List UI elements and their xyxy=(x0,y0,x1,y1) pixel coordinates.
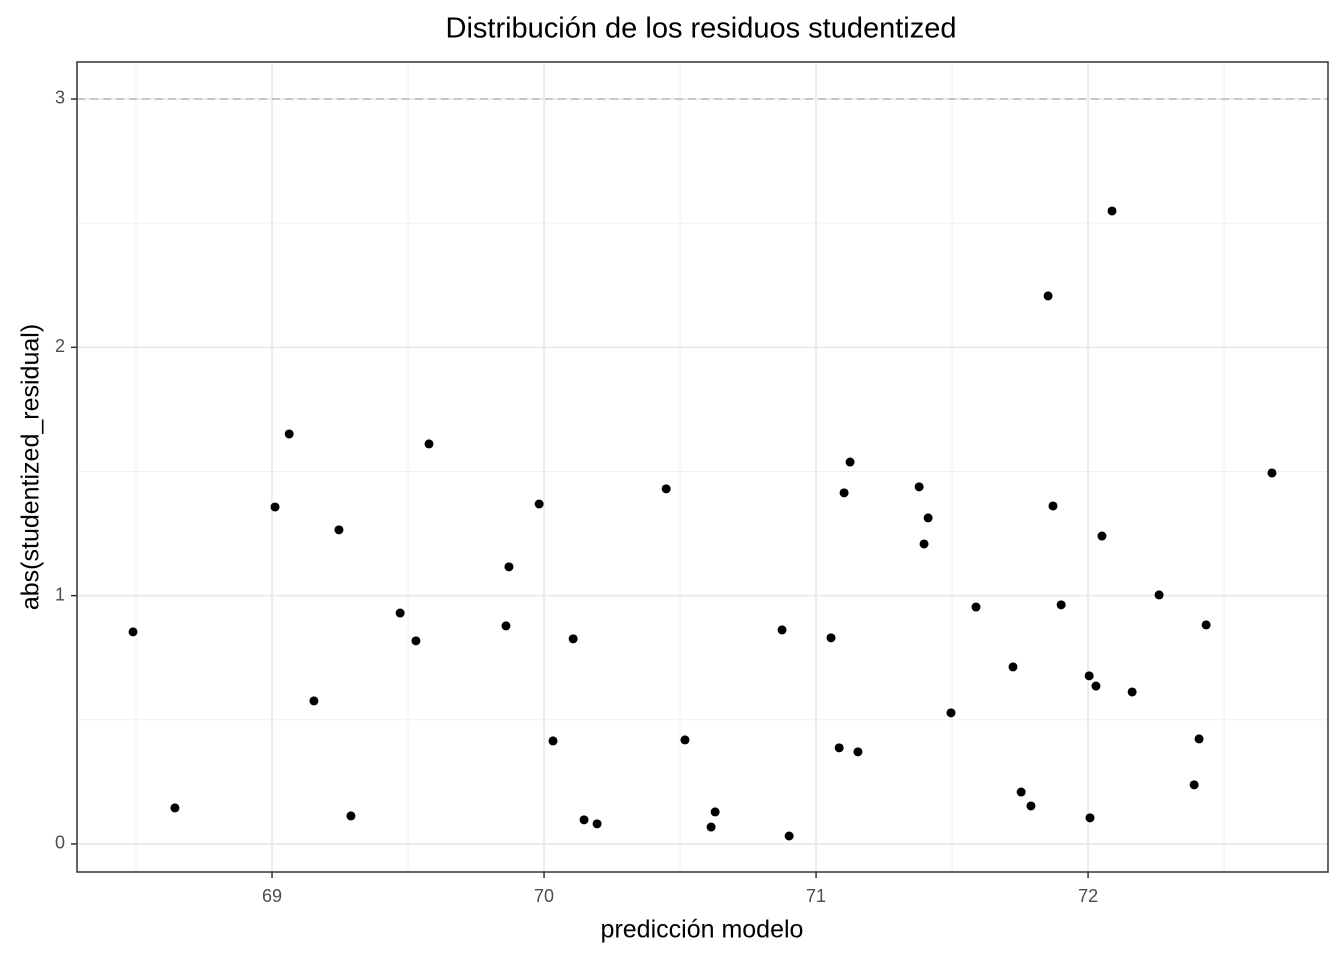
point xyxy=(1194,734,1204,744)
point xyxy=(270,502,280,512)
point xyxy=(284,429,294,439)
x-tick-label: 71 xyxy=(806,886,826,906)
point xyxy=(346,811,356,821)
point xyxy=(1084,671,1094,681)
y-tick-label: 3 xyxy=(55,88,65,108)
point xyxy=(504,562,514,572)
point xyxy=(946,708,956,718)
point xyxy=(1107,206,1117,216)
point xyxy=(1008,662,1018,672)
point xyxy=(839,488,849,498)
point xyxy=(411,636,421,646)
point xyxy=(1097,531,1107,541)
point xyxy=(395,608,405,618)
x-tick-label: 69 xyxy=(262,886,282,906)
point xyxy=(923,513,933,523)
point xyxy=(170,803,180,813)
point xyxy=(592,819,602,829)
point xyxy=(1026,801,1036,811)
point xyxy=(424,439,434,449)
point xyxy=(1043,291,1053,301)
point xyxy=(680,735,690,745)
x-axis-label: predicción modelo xyxy=(601,916,804,944)
point xyxy=(334,525,344,535)
point xyxy=(548,736,558,746)
point xyxy=(826,633,836,643)
point xyxy=(784,831,794,841)
panel-border xyxy=(76,61,1329,873)
point xyxy=(534,499,544,509)
point xyxy=(1201,620,1211,630)
point xyxy=(568,634,578,644)
point xyxy=(971,602,981,612)
point xyxy=(128,627,138,637)
y-tick-label: 0 xyxy=(55,833,65,853)
x-tick-label: 72 xyxy=(1078,886,1098,906)
y-tick-label: 1 xyxy=(55,584,65,604)
point xyxy=(845,457,855,467)
point xyxy=(706,822,716,832)
point xyxy=(834,743,844,753)
chart-title: Distribución de los residuos studentized xyxy=(446,13,957,45)
point xyxy=(710,807,720,817)
point xyxy=(777,625,787,635)
point xyxy=(1091,681,1101,691)
point xyxy=(579,815,589,825)
point xyxy=(1154,590,1164,600)
point xyxy=(309,696,319,706)
point xyxy=(1189,780,1199,790)
panel xyxy=(77,62,1328,872)
point xyxy=(914,482,924,492)
point xyxy=(501,621,511,631)
point xyxy=(853,747,863,757)
point xyxy=(661,484,671,494)
point xyxy=(1085,813,1095,823)
point xyxy=(1056,600,1066,610)
y-tick-label: 2 xyxy=(55,336,65,356)
point xyxy=(1016,787,1026,797)
point xyxy=(1127,687,1137,697)
x-tick-label: 70 xyxy=(534,886,554,906)
point xyxy=(1048,501,1058,511)
point xyxy=(1267,468,1277,478)
y-axis-label: abs(studentized_residual) xyxy=(17,324,45,610)
point xyxy=(919,539,929,549)
